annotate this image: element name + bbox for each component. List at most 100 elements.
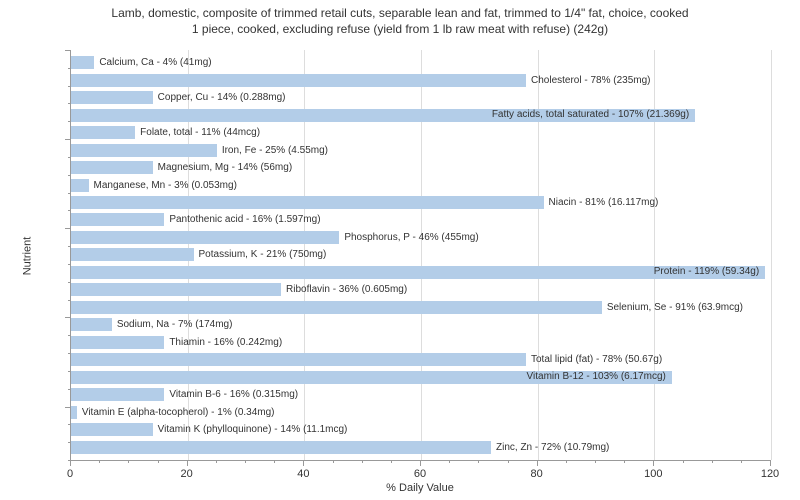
bar-row: Cholesterol - 78% (235mg): [71, 73, 771, 87]
x-tick-minor: [683, 460, 684, 463]
y-tick: [68, 371, 71, 372]
y-tick: [68, 210, 71, 211]
bar: [71, 91, 153, 104]
y-tick: [68, 335, 71, 336]
bar-label: Total lipid (fat) - 78% (50.67g): [531, 354, 662, 365]
x-tick-minor: [158, 460, 159, 463]
bar-label: Phosphorus, P - 46% (455mg): [344, 232, 478, 243]
bar-row: Phosphorus, P - 46% (455mg): [71, 230, 771, 244]
bar-label: Copper, Cu - 14% (0.288mg): [158, 92, 286, 103]
x-tick-major: [70, 460, 71, 466]
y-tick: [68, 103, 71, 104]
bar: [71, 231, 339, 244]
x-tick-minor: [624, 460, 625, 463]
x-tick-major: [187, 460, 188, 466]
bar-row: Vitamin K (phylloquinone) - 14% (11.1mcg…: [71, 423, 771, 437]
bar-label: Folate, total - 11% (44mcg): [140, 127, 260, 138]
bar: [71, 213, 164, 226]
bar-label: Pantothenic acid - 16% (1.597mg): [169, 214, 320, 225]
bar-row: Fatty acids, total saturated - 107% (21.…: [71, 108, 771, 122]
x-tick-minor: [274, 460, 275, 463]
y-tick: [65, 407, 71, 408]
bar-row: Iron, Fe - 25% (4.55mg): [71, 143, 771, 157]
plot-area: Calcium, Ca - 4% (41mg) Cholesterol - 78%…: [70, 50, 771, 461]
bar-row: Zinc, Zn - 72% (10.79mg): [71, 440, 771, 454]
bar-label: Vitamin B-6 - 16% (0.315mg): [169, 389, 298, 400]
bar: [71, 336, 164, 349]
bar-row: Pantothenic acid - 16% (1.597mg): [71, 213, 771, 227]
x-tick-major: [653, 460, 654, 466]
y-tick: [68, 424, 71, 425]
x-tick-minor: [478, 460, 479, 463]
bar-row: Thiamin - 16% (0.242mg): [71, 335, 771, 349]
bar-label: Vitamin B-12 - 103% (6.17mcg): [527, 371, 666, 382]
bar-row: Selenium, Se - 91% (63.9mcg): [71, 300, 771, 314]
x-tick-label: 80: [531, 468, 543, 480]
x-tick-minor: [449, 460, 450, 463]
x-tick-minor: [362, 460, 363, 463]
bar-label: Thiamin - 16% (0.242mg): [169, 337, 282, 348]
y-tick: [68, 389, 71, 390]
bar-row: Riboflavin - 36% (0.605mg): [71, 283, 771, 297]
x-tick-minor: [595, 460, 596, 463]
x-tick-major: [420, 460, 421, 466]
bar-row: Potassium, K - 21% (750mg): [71, 248, 771, 262]
y-tick: [68, 175, 71, 176]
y-tick: [68, 442, 71, 443]
x-tick-label: 0: [67, 468, 73, 480]
bar-label: Magnesium, Mg - 14% (56mg): [158, 162, 293, 173]
bar-label: Riboflavin - 36% (0.605mg): [286, 284, 407, 295]
bar-label: Cholesterol - 78% (235mg): [531, 75, 651, 86]
bar-row: Manganese, Mn - 3% (0.053mg): [71, 178, 771, 192]
y-tick: [68, 68, 71, 69]
y-tick: [65, 228, 71, 229]
bar-row: Vitamin E (alpha-tocopherol) - 1% (0.34m…: [71, 405, 771, 419]
y-tick: [68, 193, 71, 194]
x-tick-minor: [99, 460, 100, 463]
bar-row: Sodium, Na - 7% (174mg): [71, 318, 771, 332]
y-tick: [68, 86, 71, 87]
bar-label: Iron, Fe - 25% (4.55mg): [222, 145, 328, 156]
bar: [71, 56, 94, 69]
nutrition-chart: Lamb, domestic, composite of trimmed ret…: [0, 0, 800, 500]
bar-row: Copper, Cu - 14% (0.288mg): [71, 91, 771, 105]
y-tick: [65, 317, 71, 318]
x-tick-minor: [391, 460, 392, 463]
bar-row: Magnesium, Mg - 14% (56mg): [71, 161, 771, 175]
y-tick: [65, 50, 71, 51]
bar-row: Folate, total - 11% (44mcg): [71, 126, 771, 140]
bar: [71, 248, 194, 261]
x-tick-label: 100: [644, 468, 662, 480]
title-line-2: 1 piece, cooked, excluding refuse (yield…: [192, 22, 608, 36]
x-tick-label: 40: [297, 468, 309, 480]
bar-label: Sodium, Na - 7% (174mg): [117, 319, 233, 330]
bar-row: Calcium, Ca - 4% (41mg): [71, 56, 771, 70]
y-tick: [68, 157, 71, 158]
title-line-1: Lamb, domestic, composite of trimmed ret…: [111, 6, 688, 20]
bar-row: Vitamin B-12 - 103% (6.17mcg): [71, 370, 771, 384]
bar: [71, 406, 77, 419]
x-axis-label: % Daily Value: [386, 482, 454, 494]
y-tick: [68, 353, 71, 354]
bar-row: Vitamin B-6 - 16% (0.315mg): [71, 388, 771, 402]
y-tick: [68, 300, 71, 301]
gridline: [771, 50, 772, 460]
x-tick-label: 60: [414, 468, 426, 480]
bar-label: Calcium, Ca - 4% (41mg): [99, 57, 211, 68]
bar: [71, 179, 89, 192]
x-tick-minor: [128, 460, 129, 463]
bar-row: Niacin - 81% (16.117mg): [71, 195, 771, 209]
x-tick-minor: [333, 460, 334, 463]
bar: [71, 423, 153, 436]
bar: [71, 318, 112, 331]
y-tick: [68, 282, 71, 283]
bar-label: Selenium, Se - 91% (63.9mcg): [607, 302, 743, 313]
bar: [71, 144, 217, 157]
bar-row: Protein - 119% (59.34g): [71, 265, 771, 279]
bar-label: Protein - 119% (59.34g): [654, 266, 759, 277]
chart-title: Lamb, domestic, composite of trimmed ret…: [0, 6, 800, 37]
y-tick: [65, 139, 71, 140]
bar-label: Manganese, Mn - 3% (0.053mg): [94, 180, 237, 191]
bar-label: Vitamin E (alpha-tocopherol) - 1% (0.34m…: [82, 407, 275, 418]
y-tick: [68, 246, 71, 247]
